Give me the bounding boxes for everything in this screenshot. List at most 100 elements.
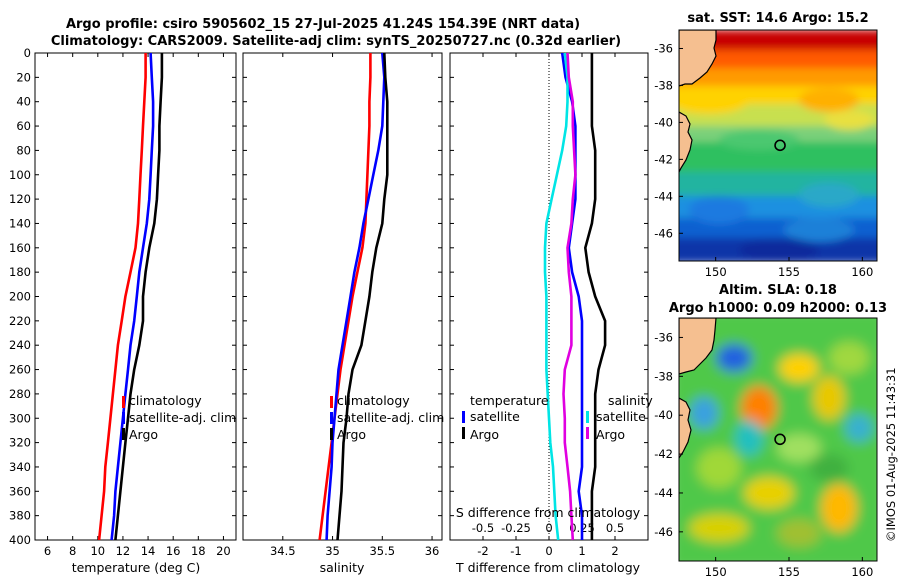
map-y-tick-label: -40 — [654, 408, 673, 422]
y-tick-label: 160 — [9, 241, 31, 255]
y-tick-label: 240 — [9, 338, 31, 352]
legend-label-satellite: satellite-adj. clim — [337, 410, 444, 425]
sst-map-frame — [678, 29, 878, 262]
legend-swatch-satellite — [330, 412, 333, 424]
x-tick-label: -1 — [510, 544, 521, 558]
series-line-climatology — [318, 53, 372, 541]
sst-field — [679, 30, 877, 261]
legend-swatch-satellite — [122, 412, 125, 424]
series-line-climatology — [97, 53, 147, 541]
imos-credit: ©IMOS 01-Aug-2025 11:43:31 — [884, 367, 898, 542]
y-tick-label: 20 — [16, 70, 31, 84]
sla-patch — [689, 514, 749, 542]
sst-patch — [719, 130, 799, 150]
x-tick-label: 34.5 — [270, 544, 296, 558]
legend-swatch-climatology — [330, 396, 333, 408]
y-tick-label: 400 — [9, 533, 31, 547]
sla-patch — [697, 448, 741, 488]
difference-legend-temperature: temperature satellite Argo — [462, 393, 549, 442]
map-x-tick-label: 155 — [778, 265, 800, 279]
x-tick-label: 14 — [141, 544, 156, 558]
y-tick-label: 220 — [9, 314, 31, 328]
sla-map-frame — [678, 317, 878, 562]
x-tick-label: 8 — [69, 544, 76, 558]
sla-patch — [779, 354, 819, 382]
y-tick-label: 100 — [9, 168, 31, 182]
tasmania-coast — [679, 397, 692, 460]
sst-band — [679, 50, 877, 70]
x-tick-label: 2 — [611, 544, 618, 558]
series-line-satellite-adj-clim — [110, 52, 155, 541]
map-x-tick-label: 160 — [851, 565, 873, 579]
difference-series — [543, 52, 607, 541]
x-tick-label: 36 — [425, 544, 440, 558]
map-x-tick-label: 155 — [778, 565, 800, 579]
sla-patch — [809, 454, 849, 482]
legend-swatch-climatology — [122, 396, 125, 408]
sla-patch — [845, 414, 873, 442]
sla-field — [679, 318, 877, 561]
s-tick-label: 0.5 — [606, 521, 624, 535]
sla-heatmap — [679, 318, 877, 561]
salinity-legend: climatology satellite-adj. clim Argo — [330, 393, 444, 442]
x-tick-label: 16 — [166, 544, 181, 558]
legend-label-t-satellite: satellite — [470, 409, 520, 424]
sla-map-title-line2: Argo h1000: 0.09 h2000: 0.13 — [669, 301, 887, 316]
sla-patch — [821, 484, 857, 532]
series-line-temperature-argo — [583, 53, 607, 540]
temperature-x-label: temperature (deg C) — [72, 560, 201, 575]
sla-patch — [690, 397, 718, 429]
sla-patch — [777, 434, 821, 462]
sst-patch — [824, 110, 874, 130]
y-tick-label: 260 — [9, 363, 31, 377]
x-tick-label: 10 — [90, 544, 105, 558]
legend-label-argo: Argo — [129, 427, 158, 442]
sla-patch — [735, 420, 763, 456]
legend-swatch-s-argo — [586, 427, 589, 439]
map-y-tick-label: -36 — [654, 41, 673, 55]
s-tick-label: -0.25 — [501, 521, 531, 535]
sst-band — [679, 30, 877, 52]
legend-heading-temperature: temperature — [470, 393, 549, 408]
x-tick-label: 1 — [578, 544, 585, 558]
sla-patch — [777, 519, 821, 547]
y-tick-label: 180 — [9, 265, 31, 279]
sst-patch — [739, 238, 819, 261]
map-y-tick-label: -44 — [654, 189, 673, 203]
figure-title-line2: Climatology: CARS2009. Satellite-adj cli… — [51, 34, 621, 49]
sla-map-ticks: 150 155 160 -36 -38 -40 -42 -44 -46 — [654, 330, 873, 579]
salinity-x-label: salinity — [320, 560, 365, 575]
legend-label-climatology: climatology — [129, 393, 202, 408]
legend-label-s-satellite: satellite — [596, 409, 646, 424]
legend-swatch-argo — [330, 428, 333, 440]
legend-swatch-t-argo — [462, 427, 465, 439]
sst-patch — [679, 86, 749, 114]
x-tick-label: 18 — [191, 544, 206, 558]
y-tick-label: 40 — [16, 95, 31, 109]
x-tick-label: 0 — [545, 544, 552, 558]
salinity-x-ticks: 34.5 35 35.5 36 — [270, 53, 439, 558]
legend-label-s-argo: Argo — [596, 427, 625, 442]
sla-patch — [741, 386, 777, 430]
s-difference-label: S difference from climatology — [456, 505, 641, 520]
map-y-tick-label: -40 — [654, 115, 673, 129]
sla-patch — [829, 342, 869, 374]
map-y-tick-label: -44 — [654, 486, 673, 500]
map-y-tick-label: -42 — [654, 447, 673, 461]
y-tick-label: 80 — [16, 143, 31, 157]
difference-y-ticks — [450, 52, 648, 541]
temperature-panel: 0 20 40 60 80 100 120 140 160 180 200 220 240 260 280 3… — [9, 46, 237, 575]
legend-label-t-argo: Argo — [470, 427, 499, 442]
map-y-tick-label: -38 — [654, 369, 673, 383]
y-tick-label: 360 — [9, 484, 31, 498]
temperature-x-ticks: 6 8 10 12 14 16 18 20 — [44, 53, 231, 558]
sst-map-ticks: 150 155 160 -36 -38 -40 -42 -44 -46 — [654, 41, 873, 279]
land-mass — [679, 30, 717, 87]
map-x-tick-label: 160 — [851, 265, 873, 279]
y-tick-label: 280 — [9, 387, 31, 401]
series-line-salinity-argo — [562, 52, 577, 541]
legend-swatch-t-satellite — [462, 411, 465, 423]
sst-patch — [784, 218, 854, 242]
map-y-tick-label: -38 — [654, 78, 673, 92]
s-tick-label: -0.5 — [472, 521, 494, 535]
